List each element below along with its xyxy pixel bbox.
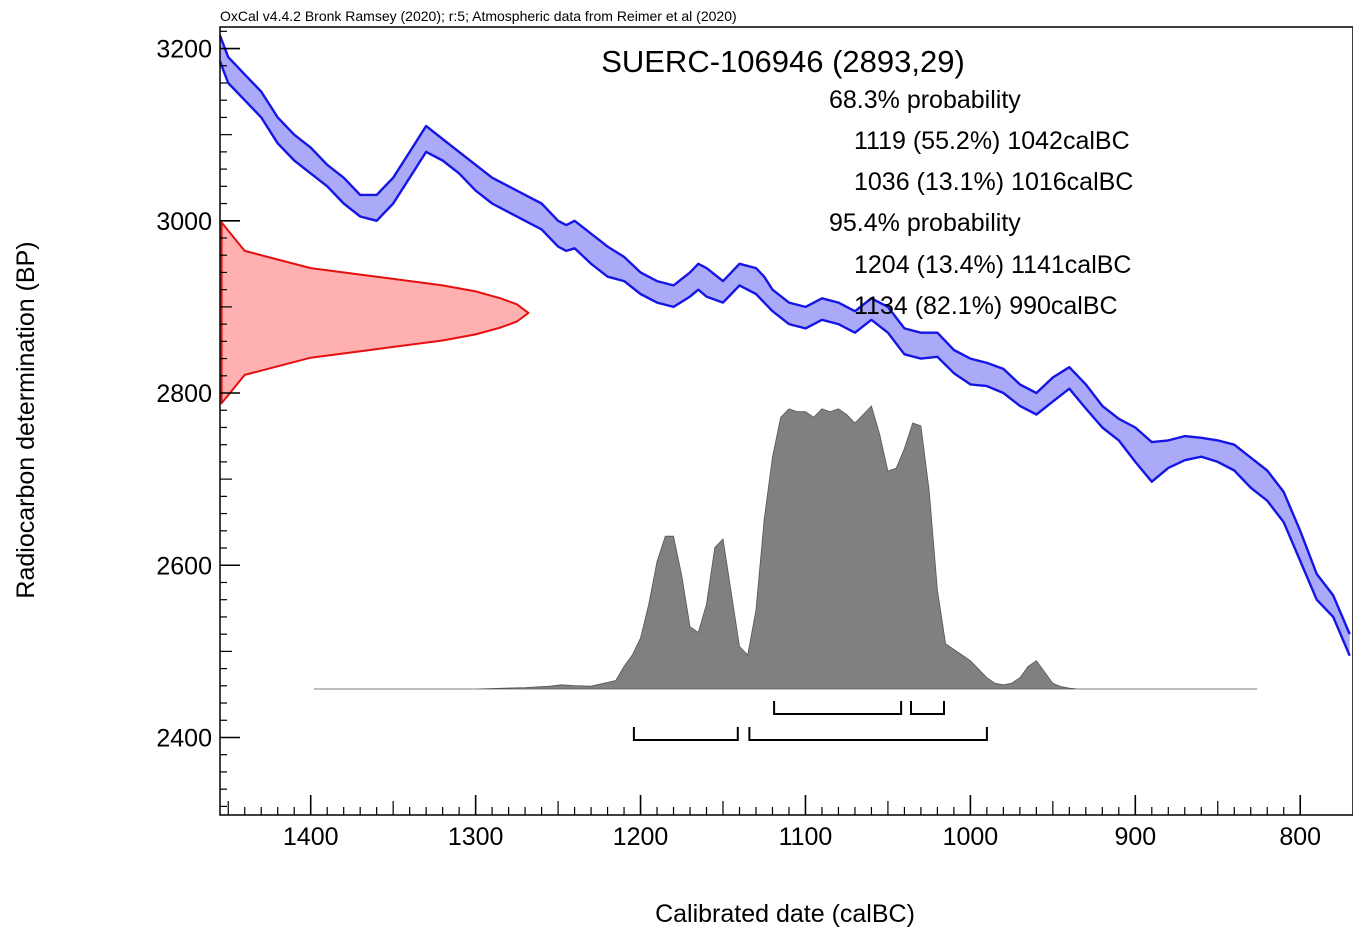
x-tick-label: 1100 <box>779 823 833 851</box>
p68-range-1: 1119 (55.2%) 1042calBC <box>854 127 1130 155</box>
x-axis-label: Calibrated date (calBC) <box>655 900 915 928</box>
range-68-bracket-2 <box>910 701 945 715</box>
range-brackets-layer <box>632 701 988 741</box>
p95-range-1: 1204 (13.4%) 1141calBC <box>854 251 1132 279</box>
y-tick-label: 2600 <box>156 552 212 580</box>
p68-range-2: 1036 (13.1%) 1016calBC <box>854 168 1133 196</box>
y-axis-label: Radiocarbon determination (BP) <box>12 241 40 598</box>
x-tick-label: 1200 <box>613 823 669 851</box>
calibration-upper-line <box>218 35 1351 635</box>
y-tick-label: 3200 <box>156 36 212 64</box>
p95-label: 95.4% probability <box>829 209 1021 237</box>
posterior-distribution <box>314 405 1258 690</box>
p95-range-2: 1134 (82.1%) 990calBC <box>854 292 1118 320</box>
credit-line: OxCal v4.4.2 Bronk Ramsey (2020); r:5; A… <box>220 8 737 24</box>
range-95-bracket-1 <box>632 727 739 741</box>
range-95-bracket-2 <box>748 727 988 741</box>
x-tick-label: 800 <box>1279 823 1321 851</box>
x-tick-label: 900 <box>1114 823 1156 851</box>
p68-label: 68.3% probability <box>829 86 1021 114</box>
y-tick-label: 3000 <box>156 208 212 236</box>
calibration-lower-line <box>218 60 1351 657</box>
calibration-band <box>220 35 1350 656</box>
plot-frame <box>219 26 1353 816</box>
x-tick-label: 1000 <box>943 823 999 851</box>
measurement-likelihood <box>220 221 530 405</box>
calibration-curve-layer <box>218 35 1351 657</box>
axes-layer: 1400 1300 1200 1100 1000 900 800 2400 2600 2800 30… <box>156 26 1353 851</box>
y-tick-label: 2400 <box>156 724 212 752</box>
range-68-bracket-1 <box>773 701 903 715</box>
chart-title: SUERC-106946 (2893,29) <box>601 44 965 79</box>
measurement-likelihood-layer <box>220 221 530 405</box>
probability-summary: 68.3% probability 1119 (55.2%) 1042calBC… <box>829 86 1133 320</box>
y-tick-label: 2800 <box>156 380 212 408</box>
x-tick-label: 1300 <box>448 823 504 851</box>
posterior-distribution-layer <box>314 405 1258 690</box>
x-tick-label: 1400 <box>283 823 339 851</box>
